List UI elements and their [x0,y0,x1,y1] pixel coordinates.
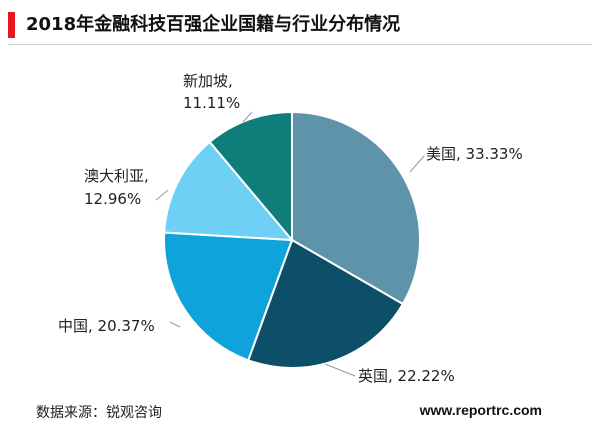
leader-australia [155,189,169,201]
leader-usa [409,155,425,173]
leader-uk [324,363,356,377]
title-accent-bar [8,12,15,38]
source-note: 数据来源：锐观咨询 [36,405,162,421]
chart-title: 2018年金融科技百强企业国籍与行业分布情况 [26,14,401,35]
label-australia-name: 澳大利亚, [84,167,149,185]
label-uk: 英国, 22.22% [358,367,455,385]
leader-china [169,321,181,328]
pie-slice-0 [291,110,421,306]
label-australia-value: 12.96% [84,190,141,208]
leader-singapore [242,111,253,123]
label-singapore-value: 11.11% [183,94,240,112]
title-divider [8,44,592,45]
label-china: 中国, 20.37% [58,317,155,335]
pie-slice-3 [163,140,295,242]
label-singapore-name: 新加坡, [183,72,233,90]
pie-slice-4 [208,110,293,243]
website-url: www.reportrc.com [419,402,542,418]
pie-slice-2 [163,231,294,362]
pie-slice-1 [246,238,405,369]
label-usa: 美国, 33.33% [426,145,523,163]
